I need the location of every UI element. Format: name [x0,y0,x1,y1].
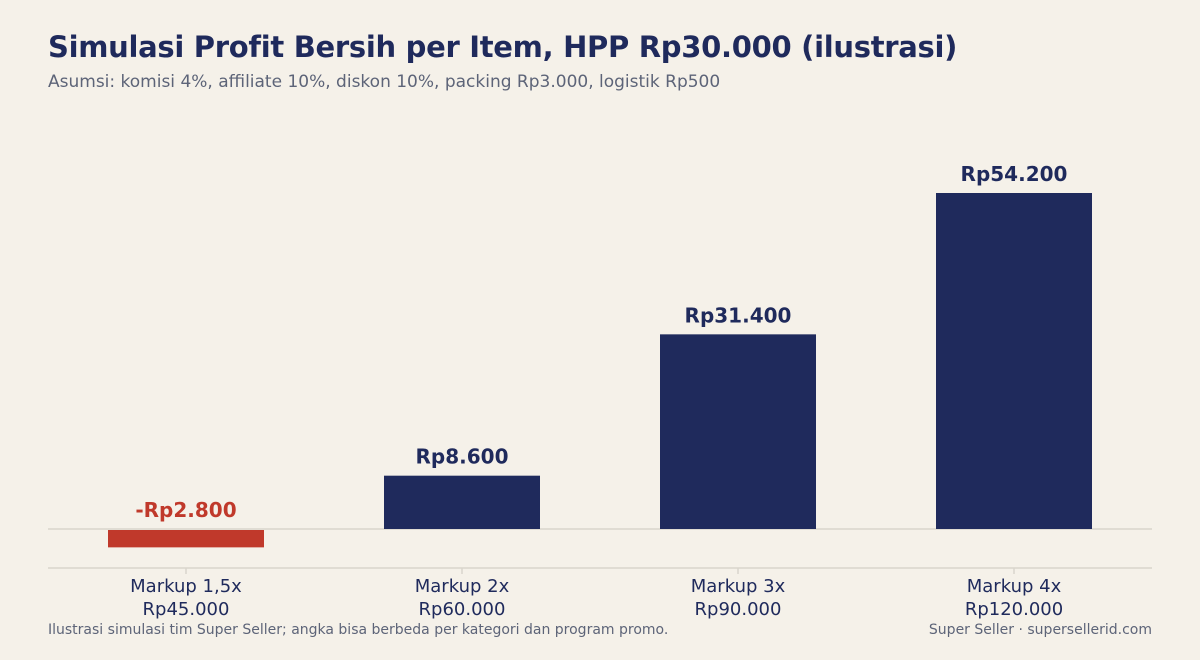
bar-value-label: Rp8.600 [416,445,509,469]
bar-value-label: Rp31.400 [685,303,792,327]
x-tick-label: Markup 2x [415,576,510,597]
bar [108,530,264,548]
x-tick-label: Rp45.000 [143,599,230,620]
bar [660,334,816,529]
footer-note: Ilustrasi simulasi tim Super Seller; ang… [48,622,669,638]
x-tick-label: Rp90.000 [695,599,782,620]
footer-credit: Super Seller · supersellerid.com [928,622,1152,638]
x-tick-label: Markup 3x [691,576,786,597]
x-tick-label: Rp60.000 [419,599,506,620]
x-tick-label: Markup 1,5x [130,576,242,597]
x-tick-label: Markup 4x [967,576,1062,597]
x-tick-label: Rp120.000 [965,599,1063,620]
bar [384,475,540,529]
bar [936,193,1092,529]
bar-value-label: -Rp2.800 [135,498,236,522]
bar-value-label: Rp54.200 [961,162,1068,186]
chart-title: Simulasi Profit Bersih per Item, HPP Rp3… [48,30,958,64]
chart-subtitle: Asumsi: komisi 4%, affiliate 10%, diskon… [48,72,721,92]
